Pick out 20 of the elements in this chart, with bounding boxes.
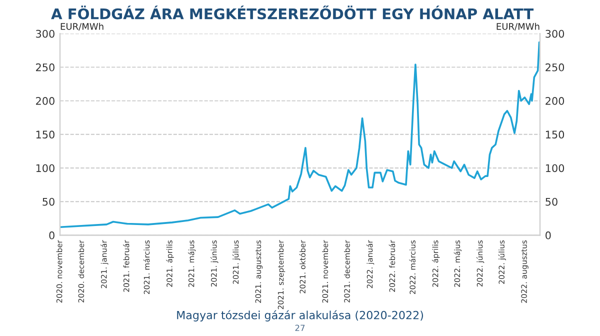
line-series <box>60 41 540 228</box>
text: Magyar tózsdei gázár alakulása (2020-2022) <box>177 310 423 322</box>
y-tick-label: 0 <box>49 231 54 240</box>
y2-tick-label: 0 <box>546 231 551 240</box>
y-tick-label: 200 <box>36 97 54 105</box>
y-axis-title: EUR/MWh <box>60 22 104 31</box>
y2-tick-label: 250 <box>546 63 564 72</box>
y-tick-label: 300 <box>36 30 54 38</box>
y2-tick-label: 200 <box>546 97 564 105</box>
y2-tick-label: 100 <box>546 164 564 172</box>
y-tick-label: 150 <box>36 130 54 139</box>
y2-tick-label: 50 <box>546 198 558 206</box>
chart-title: A FÖLDGÁZ ÁRA MEGKÉTSZEREZŐDÖTT EGY HÓNAP ALATT <box>51 6 534 20</box>
y-tick-label: 100 <box>36 164 54 172</box>
y-tick-label: 50 <box>42 198 54 206</box>
y2-tick-label: 150 <box>546 130 564 139</box>
y-tick-label: 250 <box>36 63 54 72</box>
y2-axis-title: EUR/MWh <box>496 22 540 31</box>
y2-tick-label: 300 <box>546 30 564 38</box>
text: 27 <box>295 324 305 331</box>
